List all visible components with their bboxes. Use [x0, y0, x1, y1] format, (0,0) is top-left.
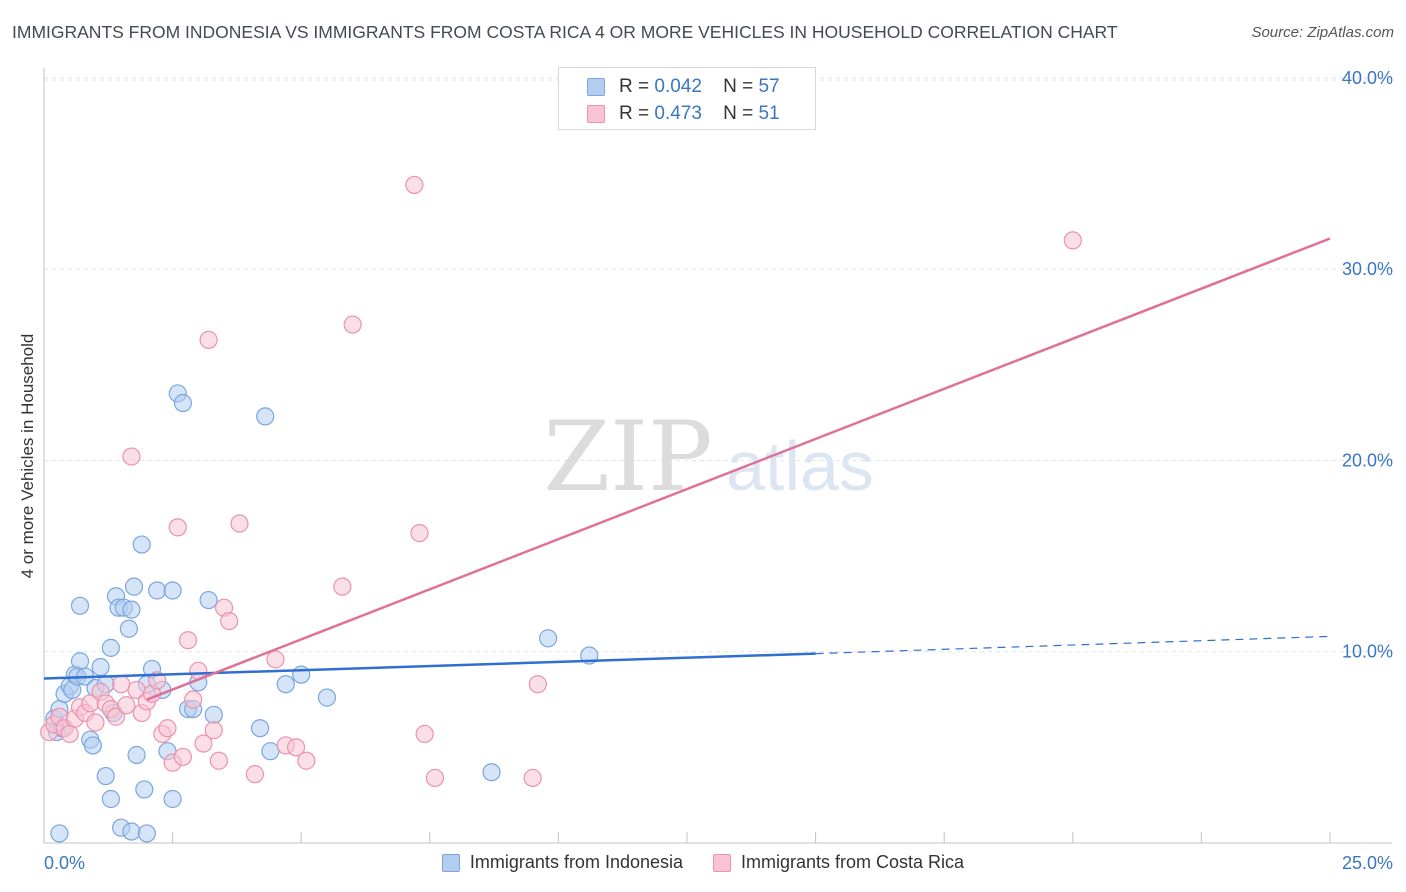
watermark-atlas: atlas [726, 427, 874, 505]
point-indonesia [132, 535, 151, 554]
point-indonesia [124, 577, 144, 596]
point-indonesia [50, 824, 69, 843]
point-costa-rica [333, 577, 352, 596]
r-label: R = [619, 103, 650, 124]
point-indonesia [83, 736, 102, 755]
axes [43, 68, 1392, 844]
point-costa-rica [245, 765, 265, 784]
trend-line-indonesia [43, 652, 816, 680]
n-value-indonesia: 57 [758, 76, 780, 97]
r-label: R = [619, 76, 650, 97]
point-costa-rica [122, 447, 141, 466]
point-costa-rica [405, 175, 424, 195]
point-indonesia [101, 789, 120, 809]
point-costa-rica [168, 518, 187, 537]
point-indonesia [276, 675, 295, 694]
point-costa-rica [266, 650, 285, 669]
point-costa-rica [199, 330, 218, 349]
trend-line-indonesia-extension [815, 635, 1331, 655]
gridlines [44, 77, 1392, 653]
point-costa-rica [415, 724, 434, 744]
point-indonesia [96, 766, 115, 786]
point-indonesia [119, 619, 138, 638]
y-tick-label: 40.0% [1342, 68, 1393, 88]
point-indonesia [127, 745, 146, 765]
point-costa-rica [178, 631, 198, 650]
point-costa-rica [106, 707, 126, 726]
point-costa-rica [158, 719, 177, 738]
trend-lines [43, 237, 1331, 701]
legend-swatch-indonesia [441, 853, 460, 872]
n-label: N = [723, 103, 754, 124]
point-costa-rica [230, 514, 249, 533]
point-indonesia [91, 657, 110, 677]
point-costa-rica [86, 713, 105, 732]
correlation-legend: R = 0.042 N = 57 R = 0.473 N = 51 [558, 67, 816, 130]
point-costa-rica [523, 768, 542, 788]
watermark: ZIP atlas [543, 401, 874, 513]
point-costa-rica [184, 690, 203, 709]
data-points [40, 175, 1082, 843]
legend-swatch-indonesia [587, 78, 605, 96]
n-label: N = [723, 76, 754, 97]
point-costa-rica [1063, 231, 1082, 250]
y-tick-label: 30.0% [1342, 259, 1393, 279]
point-indonesia [256, 407, 275, 426]
point-indonesia [482, 763, 501, 782]
point-indonesia [122, 600, 141, 619]
point-indonesia [122, 822, 141, 841]
point-indonesia [135, 780, 154, 799]
legend-swatch-costa-rica [713, 853, 732, 872]
legend-label-indonesia: Immigrants from Indonesia [469, 852, 684, 872]
legend-swatch-costa-rica [587, 105, 605, 123]
point-indonesia [250, 719, 270, 738]
point-costa-rica [112, 675, 131, 694]
point-costa-rica [117, 696, 136, 715]
point-costa-rica [173, 747, 192, 767]
r-value-costa-rica: 0.473 [654, 103, 702, 124]
point-costa-rica [220, 611, 239, 631]
point-costa-rica [297, 751, 316, 770]
r-value-indonesia: 0.042 [654, 76, 702, 97]
point-costa-rica [286, 738, 306, 757]
point-costa-rica [343, 315, 362, 334]
point-indonesia [539, 629, 558, 648]
point-indonesia [148, 581, 167, 600]
trend-line-costa-rica [146, 237, 1331, 701]
point-indonesia [317, 688, 337, 707]
y-tick-label: 20.0% [1342, 450, 1393, 470]
point-indonesia [163, 581, 182, 600]
point-costa-rica [194, 734, 213, 753]
n-value-costa-rica: 51 [758, 103, 780, 124]
legend-item-indonesia: Immigrants from Indonesia [441, 852, 684, 873]
point-indonesia [70, 652, 90, 671]
series-legend: Immigrants from Indonesia Immigrants fro… [0, 852, 1406, 873]
point-indonesia [199, 590, 218, 610]
source-credit: Source: ZipAtlas.com [1251, 24, 1394, 41]
point-costa-rica [204, 721, 223, 740]
point-indonesia [261, 742, 280, 761]
legend-label-costa-rica: Immigrants from Costa Rica [741, 852, 965, 872]
y-axis-title: 4 or more Vehicles in Household [18, 333, 37, 579]
point-costa-rica [410, 523, 429, 543]
point-indonesia [137, 824, 156, 843]
point-costa-rica [209, 751, 228, 770]
point-costa-rica [425, 768, 445, 788]
point-costa-rica [528, 675, 547, 694]
point-indonesia [101, 638, 120, 657]
point-indonesia [204, 705, 223, 724]
chart-title: IMMIGRANTS FROM INDONESIA VS IMMIGRANTS … [12, 22, 1118, 42]
point-indonesia [163, 789, 182, 809]
point-costa-rica [60, 724, 79, 744]
x-tick-label-max: 25.0% [1342, 853, 1393, 873]
point-indonesia [292, 665, 311, 684]
watermark-zip: ZIP [543, 401, 712, 513]
y-tick-label: 10.0% [1342, 642, 1393, 662]
legend-item-costa-rica: Immigrants from Costa Rica [713, 852, 964, 873]
point-indonesia [70, 596, 90, 615]
x-tick-label-min: 0.0% [44, 853, 85, 873]
point-indonesia [173, 393, 192, 413]
tick-labels: 10.0% 20.0% 30.0% 40.0% 0.0% 25.0% [44, 68, 1393, 873]
